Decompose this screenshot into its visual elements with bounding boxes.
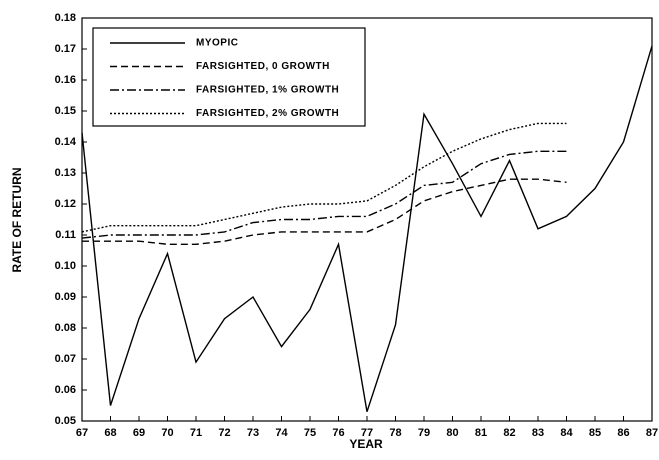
x-tick-label: 77	[361, 427, 373, 439]
line-series	[81, 45, 653, 412]
x-tick-label: 79	[418, 427, 430, 439]
y-tick-label: 0.10	[55, 260, 76, 272]
legend-label: MYOPIC	[196, 38, 238, 49]
y-tick-label: 0.08	[55, 322, 76, 334]
legend-label: FARSIGHTED, 2% GROWTH	[196, 108, 339, 119]
x-tick-label: 73	[247, 427, 259, 439]
x-tick-label: 87	[646, 427, 658, 439]
y-tick-label: 0.09	[55, 291, 76, 303]
x-tick-label: 78	[389, 427, 401, 439]
legend-label: FARSIGHTED, 1% GROWTH	[196, 85, 339, 96]
y-tick-label: 0.15	[55, 105, 76, 117]
y-tick-label: 0.07	[55, 353, 76, 365]
y-tick-label: 0.05	[55, 415, 76, 427]
y-tick-label: 0.18	[55, 12, 76, 24]
y-axis-label: RATE OF RETURN	[10, 167, 24, 272]
x-tick-label: 71	[190, 427, 202, 439]
y-tick-label: 0.12	[55, 198, 76, 210]
x-tick-label: 69	[133, 427, 145, 439]
line-series	[81, 150, 567, 239]
y-tick-label: 0.11	[55, 229, 76, 241]
y-tick-label: 0.06	[55, 384, 76, 396]
x-tick-label: 80	[446, 427, 458, 439]
y-tick-label: 0.16	[55, 74, 76, 86]
x-tick-label: 68	[104, 427, 116, 439]
line-series	[82, 178, 567, 245]
legend-label: FARSIGHTED, 0 GROWTH	[196, 61, 330, 72]
y-tick-label: 0.14	[55, 136, 77, 148]
line-series	[81, 122, 567, 233]
x-tick-label: 81	[475, 427, 487, 439]
x-tick-label: 75	[304, 427, 316, 439]
x-tick-label: 70	[161, 427, 173, 439]
x-tick-label: 82	[503, 427, 515, 439]
x-tick-label: 72	[218, 427, 230, 439]
y-tick-label: 0.17	[55, 43, 76, 55]
x-axis-label: YEAR	[349, 437, 383, 451]
y-tick-label: 0.13	[55, 167, 76, 179]
x-tick-label: 83	[532, 427, 544, 439]
x-tick-label: 76	[332, 427, 344, 439]
x-tick-label: 86	[617, 427, 629, 439]
x-tick-label: 67	[76, 427, 88, 439]
x-tick-label: 84	[560, 427, 573, 439]
legend-box	[92, 27, 366, 127]
x-tick-label: 85	[589, 427, 601, 439]
x-tick-label: 74	[275, 427, 288, 439]
